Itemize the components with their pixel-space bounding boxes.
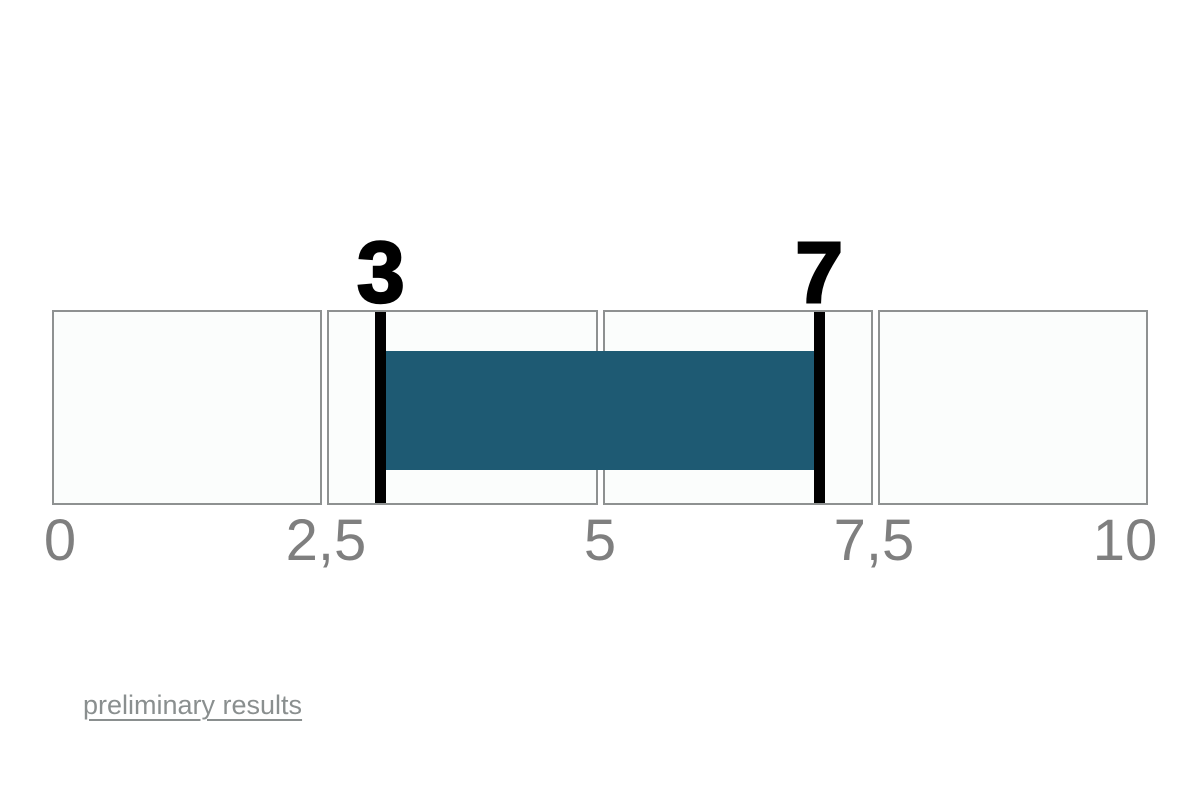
marker-value-label-start: 3	[356, 225, 406, 321]
range-marker-start	[375, 312, 387, 503]
axis-tick-label: 0	[43, 508, 77, 573]
preliminary-results-link[interactable]: preliminary results	[83, 690, 303, 720]
axis-tick-label: 2,5	[285, 508, 367, 573]
axis-tick-label: 10	[1092, 508, 1158, 573]
marker-value-label-end: 7	[794, 225, 844, 321]
range-marker-end	[813, 312, 825, 503]
chart-cell	[877, 310, 1148, 505]
axis-tick-label: 7,5	[833, 508, 915, 573]
range-bar	[380, 351, 820, 470]
range-chart: 3 7 0 2,5 5 7,5 10	[44, 229, 1157, 570]
axis-tick-label: 5	[583, 508, 617, 573]
chart-cell	[52, 310, 323, 505]
